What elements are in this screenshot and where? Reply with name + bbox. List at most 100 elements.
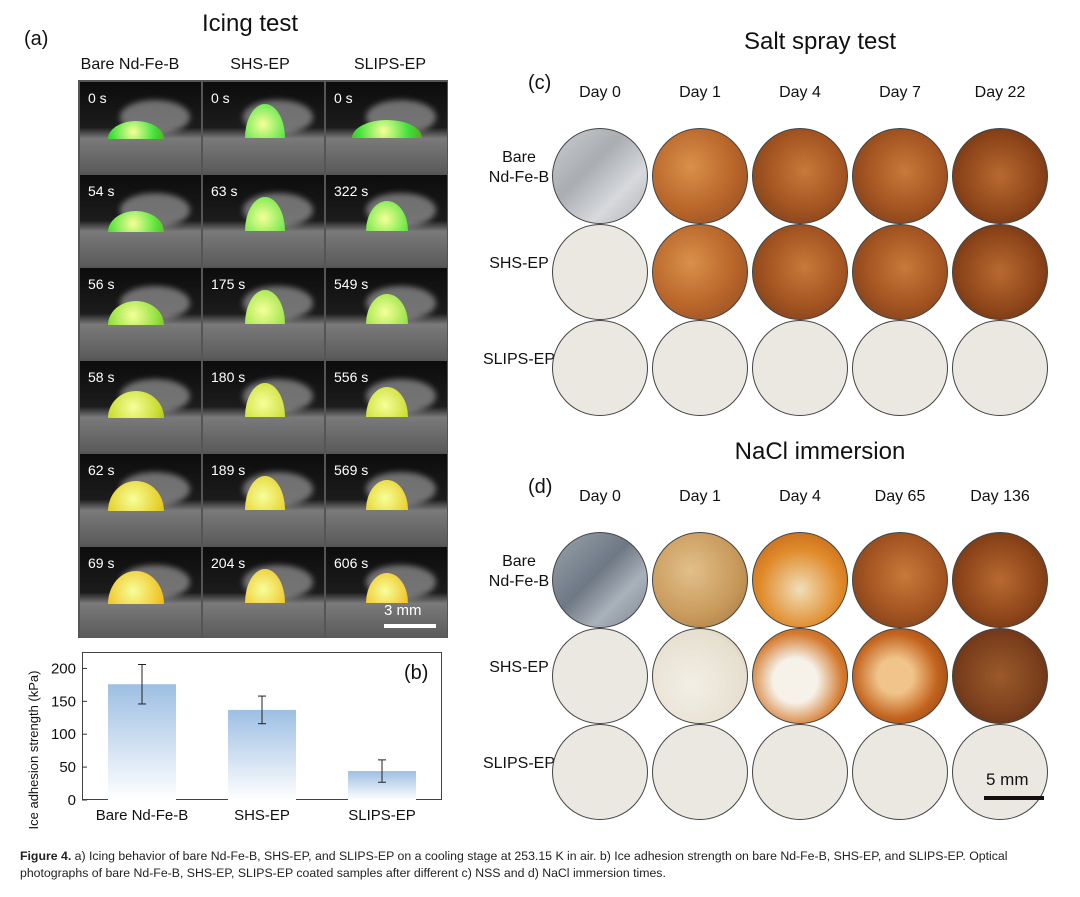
droplet <box>108 121 164 139</box>
time-label: 69 s <box>88 555 115 571</box>
icing-photo-cell: 58 s <box>80 361 201 452</box>
icing-photo-grid <box>78 80 448 638</box>
droplet <box>245 104 285 138</box>
droplet <box>245 383 285 417</box>
adhesion-chart: 0 50 100 150 200 Ice adhesion strength (kPa) B… <box>26 660 416 829</box>
salt-spray-sample-disc <box>552 128 648 224</box>
salt-spray-sample-disc <box>752 128 848 224</box>
salt-spray-day-head: Day 7 <box>879 84 921 101</box>
droplet <box>108 211 164 232</box>
salt-spray-row-head: SLIPS-EP <box>464 350 574 370</box>
immersion-day-head: Day 136 <box>970 488 1030 505</box>
icing-col-shs: SHS-EP <box>230 56 290 73</box>
salt-spray-sample-disc <box>652 128 748 224</box>
x-tick-label: SHS-EP <box>234 807 290 824</box>
salt-spray-sample-disc <box>752 320 848 416</box>
icing-photo-cell: 63 s <box>203 175 324 266</box>
time-label: 204 s <box>211 555 246 571</box>
time-label: 0 s <box>334 90 353 106</box>
salt-spray-sample-disc <box>952 224 1048 320</box>
time-label: 606 s <box>334 555 369 571</box>
droplet <box>366 387 408 417</box>
immersion-day-head: Day 1 <box>679 488 721 505</box>
y-tick-label: 100 <box>51 726 76 743</box>
icing-photo-cell: 56 s <box>80 268 201 359</box>
immersion-sample-disc <box>852 724 948 820</box>
time-label: 62 s <box>88 462 115 478</box>
figure-caption: Figure 4. a) Icing behavior of bare Nd-F… <box>20 848 1065 882</box>
time-label: 56 s <box>88 276 115 292</box>
time-label: 549 s <box>334 276 369 292</box>
droplet <box>366 294 408 324</box>
salt-spray-sample-disc <box>952 320 1048 416</box>
time-label: 322 s <box>334 183 369 199</box>
droplet <box>108 571 164 604</box>
salt-spray-sample-disc <box>552 320 648 416</box>
droplet <box>245 476 285 510</box>
salt-spray-sample-disc <box>952 128 1048 224</box>
caption-body: a) Icing behavior of bare Nd-Fe-B, SHS-E… <box>20 849 1008 880</box>
time-label: 0 s <box>88 90 107 106</box>
time-label: 58 s <box>88 369 115 385</box>
immersion-scale-label: 5 mm <box>986 770 1029 789</box>
icing-cells: 0 s 0 s 0 s 54 s 63 s 322 s 56 s 175 s 549 s 58 s… <box>78 80 448 638</box>
icing-photo-cell: 606 s <box>326 547 447 638</box>
immersion-sample-disc <box>852 532 948 628</box>
droplet <box>366 201 408 231</box>
droplet <box>245 197 285 231</box>
salt-spray-row-head-line: Nd-Fe-B <box>488 169 550 186</box>
time-label: 0 s <box>211 90 230 106</box>
salt-spray-day-head: Day 22 <box>974 84 1026 101</box>
time-label: 180 s <box>211 369 246 385</box>
icing-photo-cell: 0 s <box>80 82 201 173</box>
y-tick-label: 150 <box>51 693 76 710</box>
immersion-sample-disc <box>752 628 848 724</box>
icing-photo-cell: 556 s <box>326 361 447 452</box>
x-tick-label: SLIPS-EP <box>348 807 416 824</box>
droplet <box>108 391 164 418</box>
salt-spray-row-head: SHS-EP <box>464 254 574 274</box>
immersion-scale-bar <box>984 796 1044 800</box>
salt-spray-row-head-line: SLIPS-EP <box>482 351 556 368</box>
time-label: 63 s <box>211 183 238 199</box>
immersion-sample-disc <box>852 628 948 724</box>
salt-spray-sample-disc <box>652 320 748 416</box>
immersion-sample-disc <box>652 724 748 820</box>
droplet <box>352 120 422 138</box>
salt-spray-row-head-line: SHS-EP <box>489 255 549 272</box>
icing-photo-cell: 175 s <box>203 268 324 359</box>
icing-scale-bar <box>384 624 436 628</box>
salt-spray-grid: Day 0 Day 1 Day 4 Day 7 Day 22 Bare Nd-Fe-B SHS… <box>470 84 1070 416</box>
time-label: 569 s <box>334 462 369 478</box>
droplet <box>245 569 285 603</box>
immersion-day-head: Day 4 <box>779 488 821 505</box>
icing-scale-label: 3 mm <box>384 602 422 619</box>
immersion-sample-disc <box>952 628 1048 724</box>
immersion-sample-disc <box>552 724 648 820</box>
salt-spray-sample-disc <box>852 128 948 224</box>
caption-lead: Figure 4. <box>20 849 72 863</box>
salt-spray-row-head: Bare Nd-Fe-B <box>464 148 574 188</box>
immersion-row-head: Bare Nd-Fe-B <box>464 552 574 592</box>
panel-c-label: (c) <box>528 72 552 94</box>
immersion-row-head: SHS-EP <box>464 658 574 678</box>
immersion-row-head: SLIPS-EP <box>464 754 574 774</box>
droplet <box>245 290 285 324</box>
panel-d-title: NaCl immersion <box>734 438 906 465</box>
immersion-row-head-line: Bare <box>502 553 536 570</box>
salt-spray-sample-disc <box>852 320 948 416</box>
icing-photo-cell: 204 s <box>203 547 324 638</box>
icing-photo-cell: 549 s <box>326 268 447 359</box>
time-label: 189 s <box>211 462 246 478</box>
icing-photo-cell: 54 s <box>80 175 201 266</box>
icing-photo-cell: 69 s <box>80 547 201 638</box>
icing-col-slips: SLIPS-EP <box>353 56 427 73</box>
panel-d-label: (d) <box>528 476 553 498</box>
salt-spray-sample-disc <box>552 224 648 320</box>
icing-photo-cell: 569 s <box>326 454 447 545</box>
icing-photo-cell: 0 s <box>326 82 447 173</box>
panel-b-label: (b) <box>404 662 429 684</box>
salt-spray-row-head-line: Bare <box>502 149 536 166</box>
icing-col-bare: Bare Nd-Fe-B <box>80 56 180 73</box>
time-label: 556 s <box>334 369 369 385</box>
